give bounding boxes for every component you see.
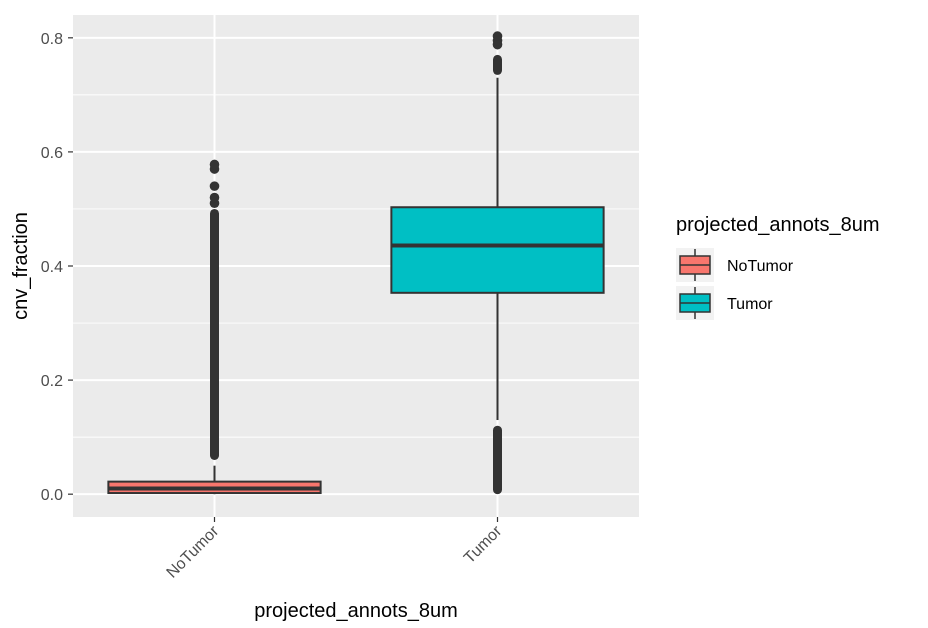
legend-item-notumor: NoTumor	[676, 248, 794, 282]
box-iqr	[390, 206, 605, 294]
x-tick-label: NoTumor	[164, 522, 223, 581]
x-axis-title: projected_annots_8um	[254, 600, 457, 622]
x-axis: NoTumor Tumor	[164, 517, 506, 582]
box-series	[107, 31, 605, 495]
legend-item-tumor: Tumor	[676, 286, 773, 320]
y-tick-label: 0.0	[41, 487, 63, 504]
legend: projected_annots_8um NoTumor Tumor	[676, 214, 879, 320]
outlier-cluster	[493, 54, 502, 75]
outlier-point	[209, 159, 220, 170]
y-tick-label: 0.2	[41, 373, 63, 390]
legend-label: Tumor	[727, 296, 773, 313]
outlier-cluster	[210, 208, 219, 460]
outlier-point	[209, 192, 220, 203]
y-axis: 0.0 0.2 0.4 0.6 0.8	[41, 31, 73, 504]
y-tick-label: 0.6	[41, 145, 63, 162]
outlier-point	[209, 181, 220, 191]
box-tumor	[390, 31, 605, 495]
box-notumor	[107, 159, 322, 495]
y-tick-label: 0.8	[41, 31, 63, 48]
legend-label: NoTumor	[727, 258, 794, 275]
outlier-cluster	[493, 425, 502, 495]
y-axis-title: cnv_fraction	[10, 212, 32, 320]
outlier-point	[492, 31, 503, 41]
y-tick-label: 0.4	[41, 259, 63, 276]
legend-title: projected_annots_8um	[676, 214, 879, 236]
x-tick-label: Tumor	[461, 522, 506, 567]
